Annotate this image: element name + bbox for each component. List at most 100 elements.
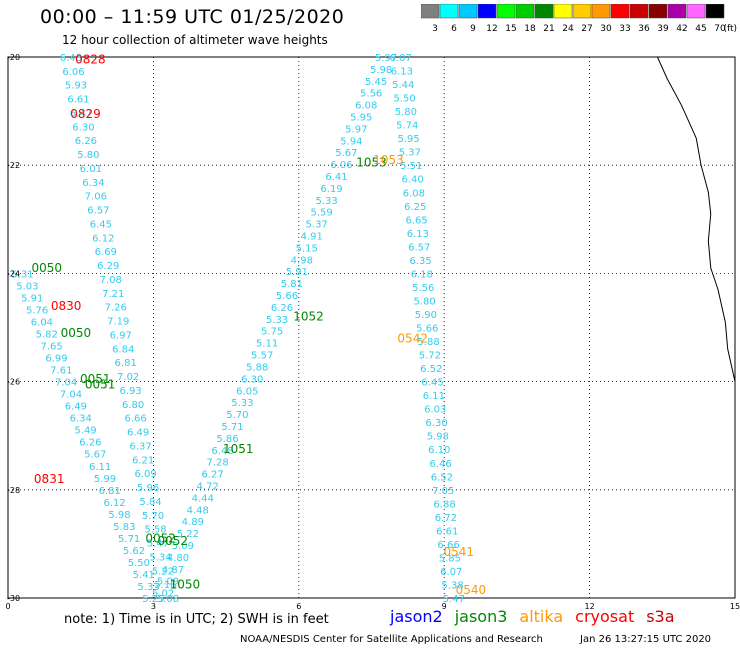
wave-height-label: 6.69 bbox=[95, 247, 117, 258]
pass-label: 0831 bbox=[34, 472, 65, 486]
pass-label: 0052 bbox=[158, 534, 189, 548]
lon-tick-label: 3 bbox=[151, 602, 156, 611]
wave-height-label: 6.05 bbox=[236, 386, 258, 397]
wave-height-label: 6.52 bbox=[431, 472, 453, 483]
wave-height-label: 6.07 bbox=[440, 567, 462, 578]
wave-height-label: 6.11 bbox=[89, 462, 111, 473]
wave-height-label: 6.26 bbox=[271, 303, 293, 314]
pass-label: 1050 bbox=[170, 577, 201, 591]
wave-height-label: 6.57 bbox=[87, 206, 109, 217]
wave-height-label: 5.98 bbox=[370, 65, 392, 76]
wave-height-label: 6.30 bbox=[241, 374, 263, 385]
wave-height-label: 5.83 bbox=[113, 522, 135, 533]
wave-height-label: 5.58 bbox=[144, 525, 166, 536]
wave-height-label: 6.03 bbox=[424, 405, 446, 416]
pass-label: 0828 bbox=[75, 53, 106, 67]
wave-height-label: 7.08 bbox=[100, 275, 122, 286]
wave-height-label: 7.65 bbox=[40, 342, 62, 353]
wave-height-label: 7.05 bbox=[432, 486, 454, 497]
wave-height-label: 5.66 bbox=[276, 291, 298, 302]
wave-height-label: 5.15 bbox=[296, 243, 318, 254]
legend-swatch bbox=[648, 4, 668, 19]
wave-height-label: 6.29 bbox=[97, 261, 119, 272]
pass-label: 0829 bbox=[70, 107, 101, 121]
generation-timestamp: Jan 26 13:27:15 UTC 2020 bbox=[580, 634, 712, 645]
wave-height-label: 6.26 bbox=[79, 438, 101, 449]
wave-height-label: 6.97 bbox=[110, 330, 132, 341]
legend-swatch bbox=[553, 4, 573, 19]
wave-height-label: 6.13 bbox=[391, 67, 413, 78]
wave-height-label: 6.40 bbox=[401, 175, 423, 186]
wave-height-label: 4.87 bbox=[162, 565, 184, 576]
wave-height-label: 5.70 bbox=[142, 511, 164, 522]
wave-height-label: 6.99 bbox=[45, 354, 67, 365]
wave-height-label: 5.38 bbox=[441, 580, 463, 591]
wave-height-label: 6.80 bbox=[122, 400, 144, 411]
wave-height-label: 6.35 bbox=[409, 256, 431, 267]
wave-height-label: 5.03 bbox=[16, 281, 38, 292]
lat-tick-label: -26 bbox=[7, 378, 20, 387]
wave-height-label: 5.74 bbox=[396, 121, 418, 132]
wave-height-label: 5.47 bbox=[443, 594, 465, 605]
wave-height-label: 6.11 bbox=[423, 391, 445, 402]
pass-label: 0051 bbox=[80, 372, 111, 386]
wave-height-label: 5.96 bbox=[137, 483, 159, 494]
wave-height-label: 6.41 bbox=[325, 172, 347, 183]
wave-height-label: 6.08 bbox=[403, 188, 425, 199]
axis-ticks: 0 3 6 9 12 15 -20 -22 -24 -26 -28 -30 bbox=[5, 53, 740, 611]
wave-height-label: 6.19 bbox=[320, 184, 342, 195]
wave-height-label: 6.12 bbox=[92, 233, 114, 244]
lat-tick-label: -30 bbox=[7, 594, 20, 603]
wave-height-label: 5.85 bbox=[439, 553, 461, 564]
legend-label: 3 bbox=[432, 24, 438, 34]
legend-label: 45 bbox=[695, 24, 706, 34]
wave-height-label: 6.49 bbox=[65, 402, 87, 413]
color-legend: 3 6 9 12 15 18 21 24 27 30 33 36 39 42 45 70(ft) bbox=[421, 4, 737, 34]
legend-label: 42 bbox=[676, 24, 687, 34]
legend-swatch bbox=[572, 4, 592, 19]
wave-height-label: 5.75 bbox=[261, 327, 283, 338]
wave-height-label: 6.27 bbox=[202, 470, 224, 481]
wave-height-label: 6.72 bbox=[435, 513, 457, 524]
wave-height-label: 5.09 bbox=[172, 541, 194, 552]
wave-height-label: 6.52 bbox=[420, 364, 442, 375]
wave-height-label: 6.12 bbox=[103, 498, 125, 509]
pass-label: 1051 bbox=[223, 442, 254, 456]
wave-height-label: 5.88 bbox=[246, 362, 268, 373]
wave-height-label: 6.45 bbox=[421, 378, 443, 389]
wave-height-label: 5.33 bbox=[266, 315, 288, 326]
legend-label: 18 bbox=[524, 24, 536, 34]
wave-height-label: 5.22 bbox=[177, 529, 199, 540]
wave-height-label: 5.33 bbox=[231, 398, 253, 409]
altimeter-tracks: 6.43 6.06 5.93 6.61 6.47 6.30 6.26 5.80 6.01 6.34… bbox=[11, 53, 465, 605]
wave-height-label: 4.98 bbox=[291, 255, 313, 266]
pass-label: 1053 bbox=[373, 153, 404, 167]
sat-key-jason2: jason2 bbox=[390, 607, 443, 626]
wave-height-label: 5.51 bbox=[400, 161, 422, 172]
wave-height-label: 5.56 bbox=[412, 283, 434, 294]
wave-height-label: 6.13 bbox=[407, 229, 429, 240]
pass-label: 0052 bbox=[145, 531, 176, 545]
wave-height-label: 5.33 bbox=[315, 196, 337, 207]
wave-height-label: 5.02 bbox=[152, 589, 174, 600]
map-grid bbox=[7, 56, 736, 599]
wave-height-label: 5.72 bbox=[419, 351, 441, 362]
pass-label: 0051 bbox=[85, 377, 116, 391]
wave-height-label: 5.81 bbox=[281, 279, 303, 290]
wave-height-label: 6.46 bbox=[429, 459, 451, 470]
legend-label: 39 bbox=[657, 24, 669, 34]
wave-height-label: 4.89 bbox=[182, 517, 204, 528]
wave-height-label: 6.66 bbox=[437, 540, 459, 551]
wave-height-label: 4.48 bbox=[187, 505, 209, 516]
pass-label: 0542 bbox=[397, 331, 428, 345]
lon-tick-label: 9 bbox=[442, 602, 447, 611]
legend-swatch bbox=[629, 4, 649, 19]
wave-height-label: 6.61 bbox=[67, 95, 89, 106]
legend-label: 70 bbox=[714, 24, 726, 34]
wave-height-label: 5.44 bbox=[392, 80, 414, 91]
pass-label: 0830 bbox=[51, 299, 82, 313]
wave-height-label: 6.93 bbox=[120, 386, 142, 397]
legend-label: 21 bbox=[543, 24, 554, 34]
wave-height-label: 6.43 bbox=[60, 53, 82, 64]
